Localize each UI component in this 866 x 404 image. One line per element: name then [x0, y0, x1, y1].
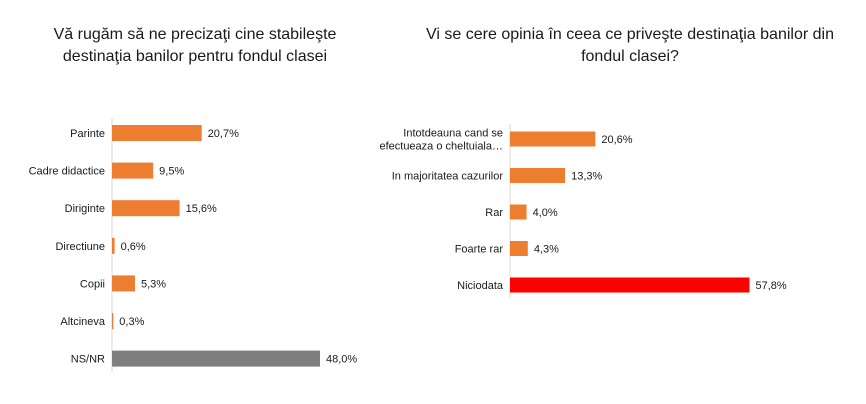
- bar: [112, 162, 154, 179]
- category-label: Copii: [80, 278, 105, 290]
- data-label: 4,0%: [533, 207, 558, 219]
- category-label: Altcineva: [60, 316, 106, 328]
- left-chart-title: Vă rugăm să ne precizaţi cine stabileşte…: [53, 26, 337, 65]
- category-label: Niciodata: [457, 280, 504, 292]
- data-label: 48,0%: [326, 354, 357, 366]
- bar: [112, 313, 114, 329]
- data-label: 20,7%: [208, 128, 239, 140]
- category-label: Directiune: [55, 241, 105, 253]
- bar: [510, 277, 750, 293]
- category-label: efectueaza o cheltuiala…: [379, 141, 503, 153]
- data-label: 9,5%: [159, 166, 184, 178]
- data-label: 15,6%: [186, 203, 217, 215]
- bar: [510, 131, 596, 147]
- data-label: 57,8%: [755, 280, 786, 292]
- data-label: 0,3%: [119, 316, 144, 328]
- bar: [510, 204, 527, 220]
- category-label: NS/NR: [71, 354, 105, 366]
- bar: [510, 241, 528, 256]
- bar: [112, 200, 180, 217]
- bar: [112, 237, 115, 254]
- category-label: Cadre didactice: [29, 166, 105, 178]
- category-label: Rar: [485, 207, 503, 219]
- data-label: 20,6%: [601, 134, 632, 146]
- data-label: 5,3%: [141, 278, 166, 290]
- category-label: Foarte rar: [455, 244, 504, 256]
- bar: [112, 275, 135, 292]
- category-label: Intotdeauna cand se: [403, 128, 503, 140]
- category-label: Diriginte: [65, 203, 105, 215]
- bar: [510, 168, 566, 183]
- data-label: 0,6%: [121, 241, 146, 253]
- right-chart-title: Vi se cere opinia în ceea ce priveşte de…: [426, 26, 834, 65]
- category-label: In majoritatea cazurilor: [392, 171, 504, 183]
- bar: [112, 350, 320, 367]
- bar: [112, 125, 202, 141]
- category-label: Parinte: [70, 128, 105, 140]
- data-label: 13,3%: [571, 171, 602, 183]
- data-label: 4,3%: [534, 244, 559, 256]
